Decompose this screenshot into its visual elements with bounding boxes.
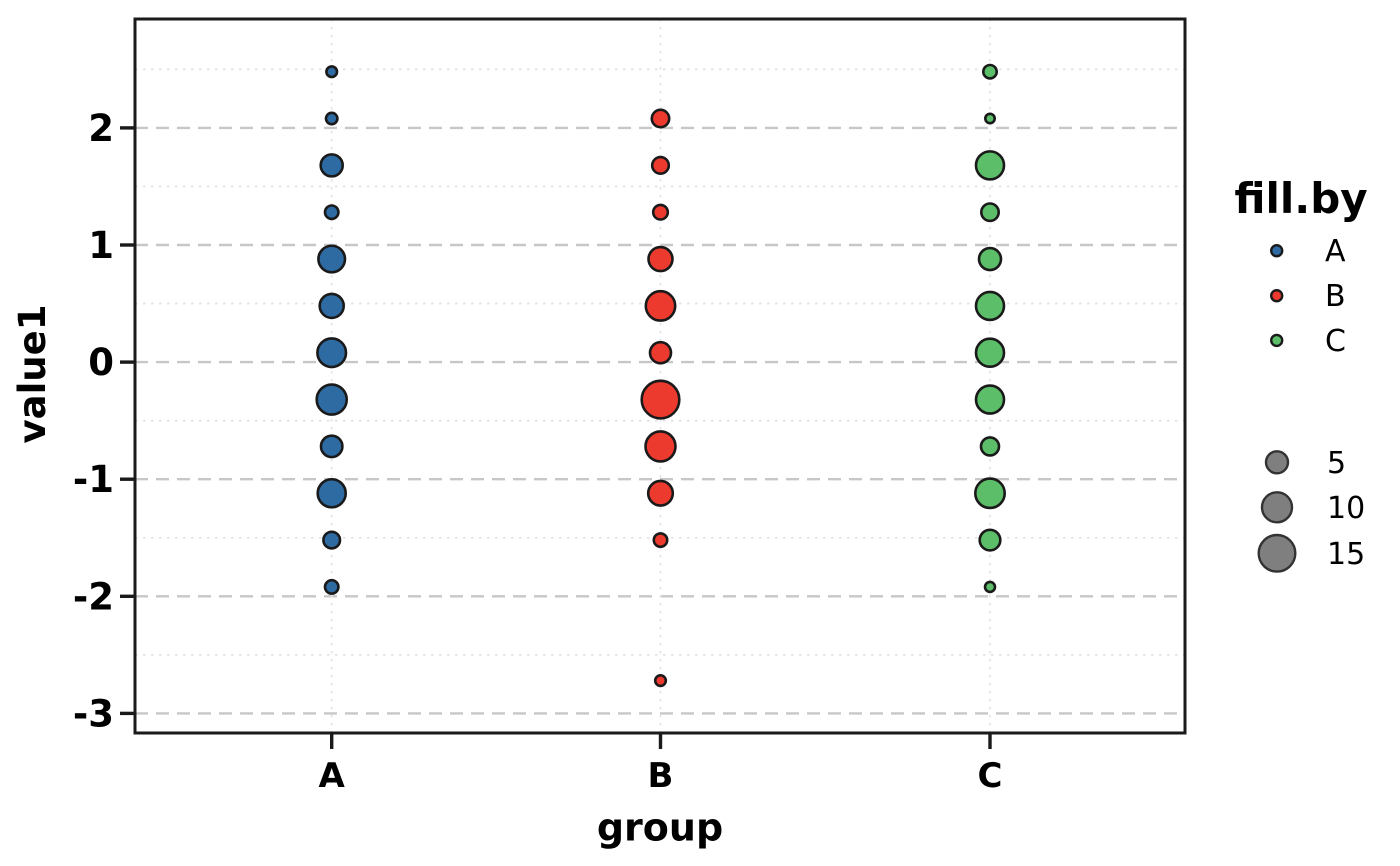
y-tick-label: -1 (73, 458, 114, 501)
y-tick-label: 0 (88, 341, 114, 384)
bubble-B (652, 532, 669, 549)
bubble-B (648, 340, 673, 365)
bubble-B (644, 289, 677, 322)
legend-size-swatch-10 (1260, 491, 1294, 524)
x-axis-title: group (597, 805, 723, 849)
bubble-C (974, 384, 1006, 415)
legend-size-label-15: 15 (1327, 537, 1365, 572)
bubble-A (319, 434, 344, 459)
legend-fill-label-C: C (1325, 324, 1346, 359)
y-tick-label: -2 (73, 575, 114, 618)
legend-size-label-5: 5 (1327, 446, 1346, 481)
bubble-A (319, 153, 345, 178)
y-tick-label: 1 (88, 224, 114, 267)
bubble-B (647, 245, 674, 273)
bubble-A (323, 204, 340, 221)
bubble-C (974, 290, 1006, 322)
legend-size-label-10: 10 (1327, 491, 1365, 526)
bubble-C (974, 150, 1006, 181)
bubble-B (640, 379, 681, 420)
bubble-B (644, 430, 677, 463)
legend-fill-label-A: A (1325, 234, 1346, 269)
bubble-C (974, 337, 1006, 369)
legend-title: fill.by (1234, 174, 1367, 223)
x-tick-label: B (648, 756, 674, 796)
bubble-A (315, 383, 349, 416)
x-tick-label: A (319, 756, 346, 796)
y-axis-title: value1 (11, 305, 54, 444)
bubble-B (650, 155, 671, 175)
bubble-A (317, 244, 347, 274)
bubble-B (646, 479, 675, 507)
bubble-A (318, 292, 346, 320)
bubble-C (983, 112, 996, 125)
bubble-C (981, 63, 998, 80)
x-tick-label: C (978, 756, 1003, 796)
bubble-A (325, 65, 339, 79)
bubble-B (653, 674, 668, 688)
bubble-A (316, 477, 348, 509)
bubble-C (978, 528, 1002, 552)
bubble-C (973, 477, 1006, 510)
y-tick-label: 2 (88, 107, 114, 150)
legend-size-swatch-5 (1264, 450, 1290, 475)
bubble-A (323, 578, 340, 595)
legend-fill-swatch-A (1269, 243, 1284, 258)
bubble-C (977, 246, 1003, 272)
bubble-B (650, 108, 671, 129)
legend-size-swatch-15 (1257, 533, 1297, 573)
y-tick-label: -3 (73, 692, 114, 735)
bubble-A (324, 111, 339, 126)
bubble-C (979, 202, 1000, 223)
bubble-A (316, 337, 348, 369)
legend-fill-label-B: B (1325, 279, 1346, 314)
bubble-C (983, 580, 997, 594)
bubble-C (979, 436, 1001, 457)
bubble-B (651, 203, 670, 221)
legend-fill-swatch-C (1269, 333, 1284, 348)
bubble-A (322, 530, 342, 550)
legend-fill-swatch-B (1269, 289, 1284, 303)
